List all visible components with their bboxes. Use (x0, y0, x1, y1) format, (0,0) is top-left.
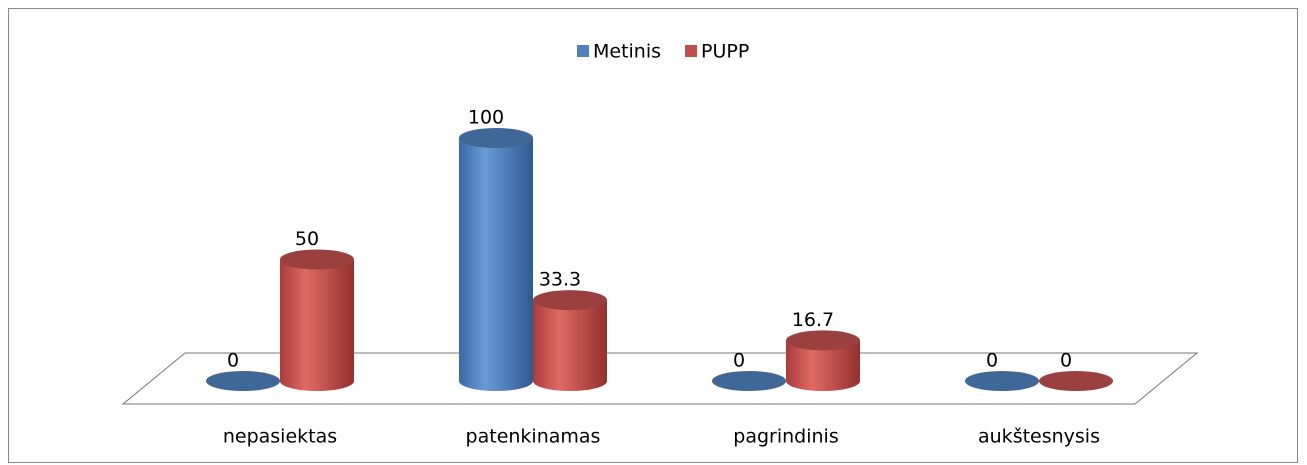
cylinder-body (459, 138, 533, 391)
legend-swatch (577, 45, 589, 57)
cylinder (1039, 371, 1113, 391)
value-label: 0 (227, 350, 239, 372)
cylinder-top (786, 330, 860, 351)
legend-label: Metinis (593, 41, 661, 63)
x-tick-label: patenkinamas (466, 426, 601, 448)
value-label: 0 (986, 350, 998, 372)
value-label: 33.3 (539, 269, 581, 291)
cylinder-body (280, 259, 354, 391)
cylinder (712, 371, 786, 391)
value-label: 100 (468, 107, 504, 129)
value-label: 0 (733, 350, 745, 372)
x-tick-label: aukštesnysis (978, 426, 1100, 448)
x-tick-label: nepasiektas (223, 426, 337, 448)
cylinder (786, 330, 860, 391)
value-label: 0 (1060, 350, 1072, 372)
cylinder (965, 371, 1039, 391)
cylinder (459, 128, 533, 391)
cylinder (533, 290, 607, 391)
x-tick-label: pagrindinis (733, 426, 838, 448)
value-label: 50 (295, 228, 319, 250)
cylinder-top (712, 371, 786, 391)
cylinder (280, 249, 354, 391)
cylinder-top (206, 371, 280, 391)
legend-swatch (685, 45, 698, 57)
cylinder-top (1039, 371, 1113, 391)
cylinder-top (965, 371, 1039, 391)
cylinder-top (280, 249, 354, 270)
cylinder-body (533, 300, 607, 391)
value-label: 16.7 (792, 309, 834, 331)
cylinder-top (459, 128, 533, 148)
cylinder-body (786, 340, 860, 391)
cylinder-top (533, 290, 607, 311)
legend-label: PUPP (701, 41, 749, 63)
cylinder (206, 371, 280, 391)
